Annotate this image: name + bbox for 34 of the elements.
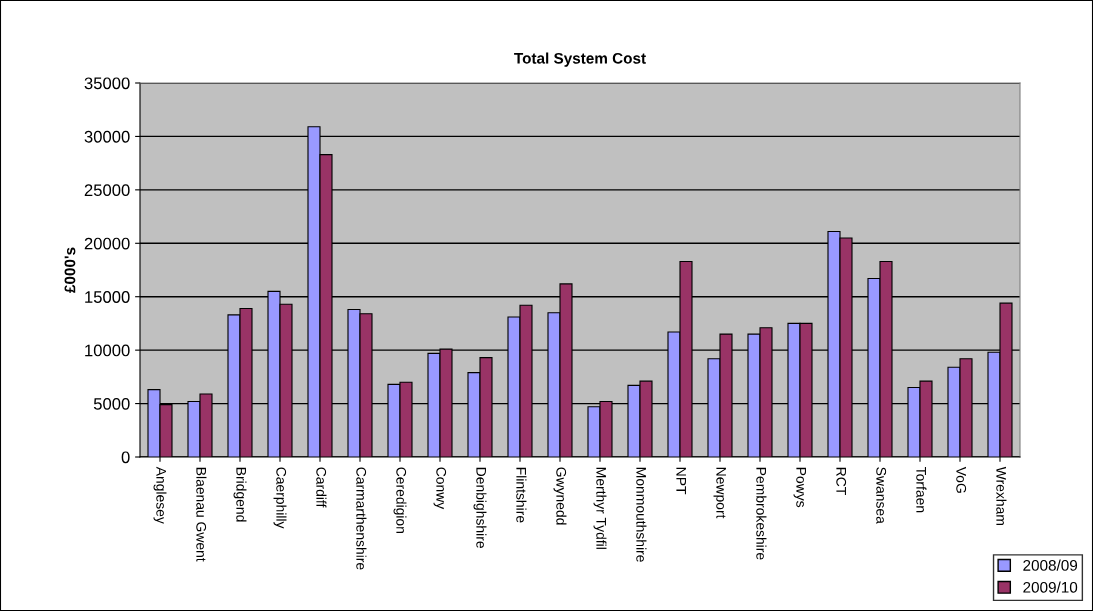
y-tick-label: 0	[121, 451, 130, 464]
chart-title: Total System Cost	[514, 52, 646, 67]
x-tick-label: Carmarthenshire	[356, 467, 367, 570]
x-tick-label: VoG	[956, 466, 967, 493]
x-tick-label: Blaenau Gwent	[196, 467, 207, 562]
y-tick-label: 20000	[84, 237, 130, 250]
x-tick-label: Conwy	[433, 467, 447, 510]
x-tick-label: Flintshire	[516, 467, 527, 523]
legend-label: 2009/10	[1023, 581, 1078, 593]
y-tick-label: 25000	[84, 184, 130, 197]
x-tick-label: Pembrokeshire	[756, 467, 767, 560]
y-axis-title: £000's	[64, 247, 76, 293]
x-tick-label: Bridgend	[233, 467, 247, 522]
x-tick-label: NPT	[676, 467, 686, 495]
x-tick-label: Anglesey	[153, 466, 167, 524]
y-tick-label: 15000	[85, 291, 130, 303]
x-tick-label: Caerphilly	[273, 467, 287, 529]
x-tick-label: Ceredigion	[393, 467, 407, 533]
x-tick-label: Merthyr Tydfil	[593, 467, 607, 549]
x-tick-label: Denbighshire	[473, 467, 487, 548]
y-tick-label: 5000	[93, 397, 130, 410]
x-tick-label: Gwynedd	[553, 467, 567, 525]
x-tick-label: Monmouthshire	[636, 467, 647, 562]
x-tick-label: Newport	[713, 467, 726, 519]
legend-label: 2008/09	[1023, 559, 1078, 571]
x-tick-label: Cardiff	[316, 467, 327, 508]
y-tick-label: 30000	[84, 130, 130, 143]
x-tick-label: Wrexham	[996, 466, 1007, 525]
x-tick-label: RCT	[836, 467, 847, 495]
x-tick-label: Powys	[793, 467, 806, 508]
y-tick-label: 10000	[85, 344, 130, 357]
x-tick-label: Swansea	[876, 467, 887, 524]
x-tick-label: Torfaen	[916, 467, 927, 513]
y-tick-label: 35000	[84, 77, 130, 90]
